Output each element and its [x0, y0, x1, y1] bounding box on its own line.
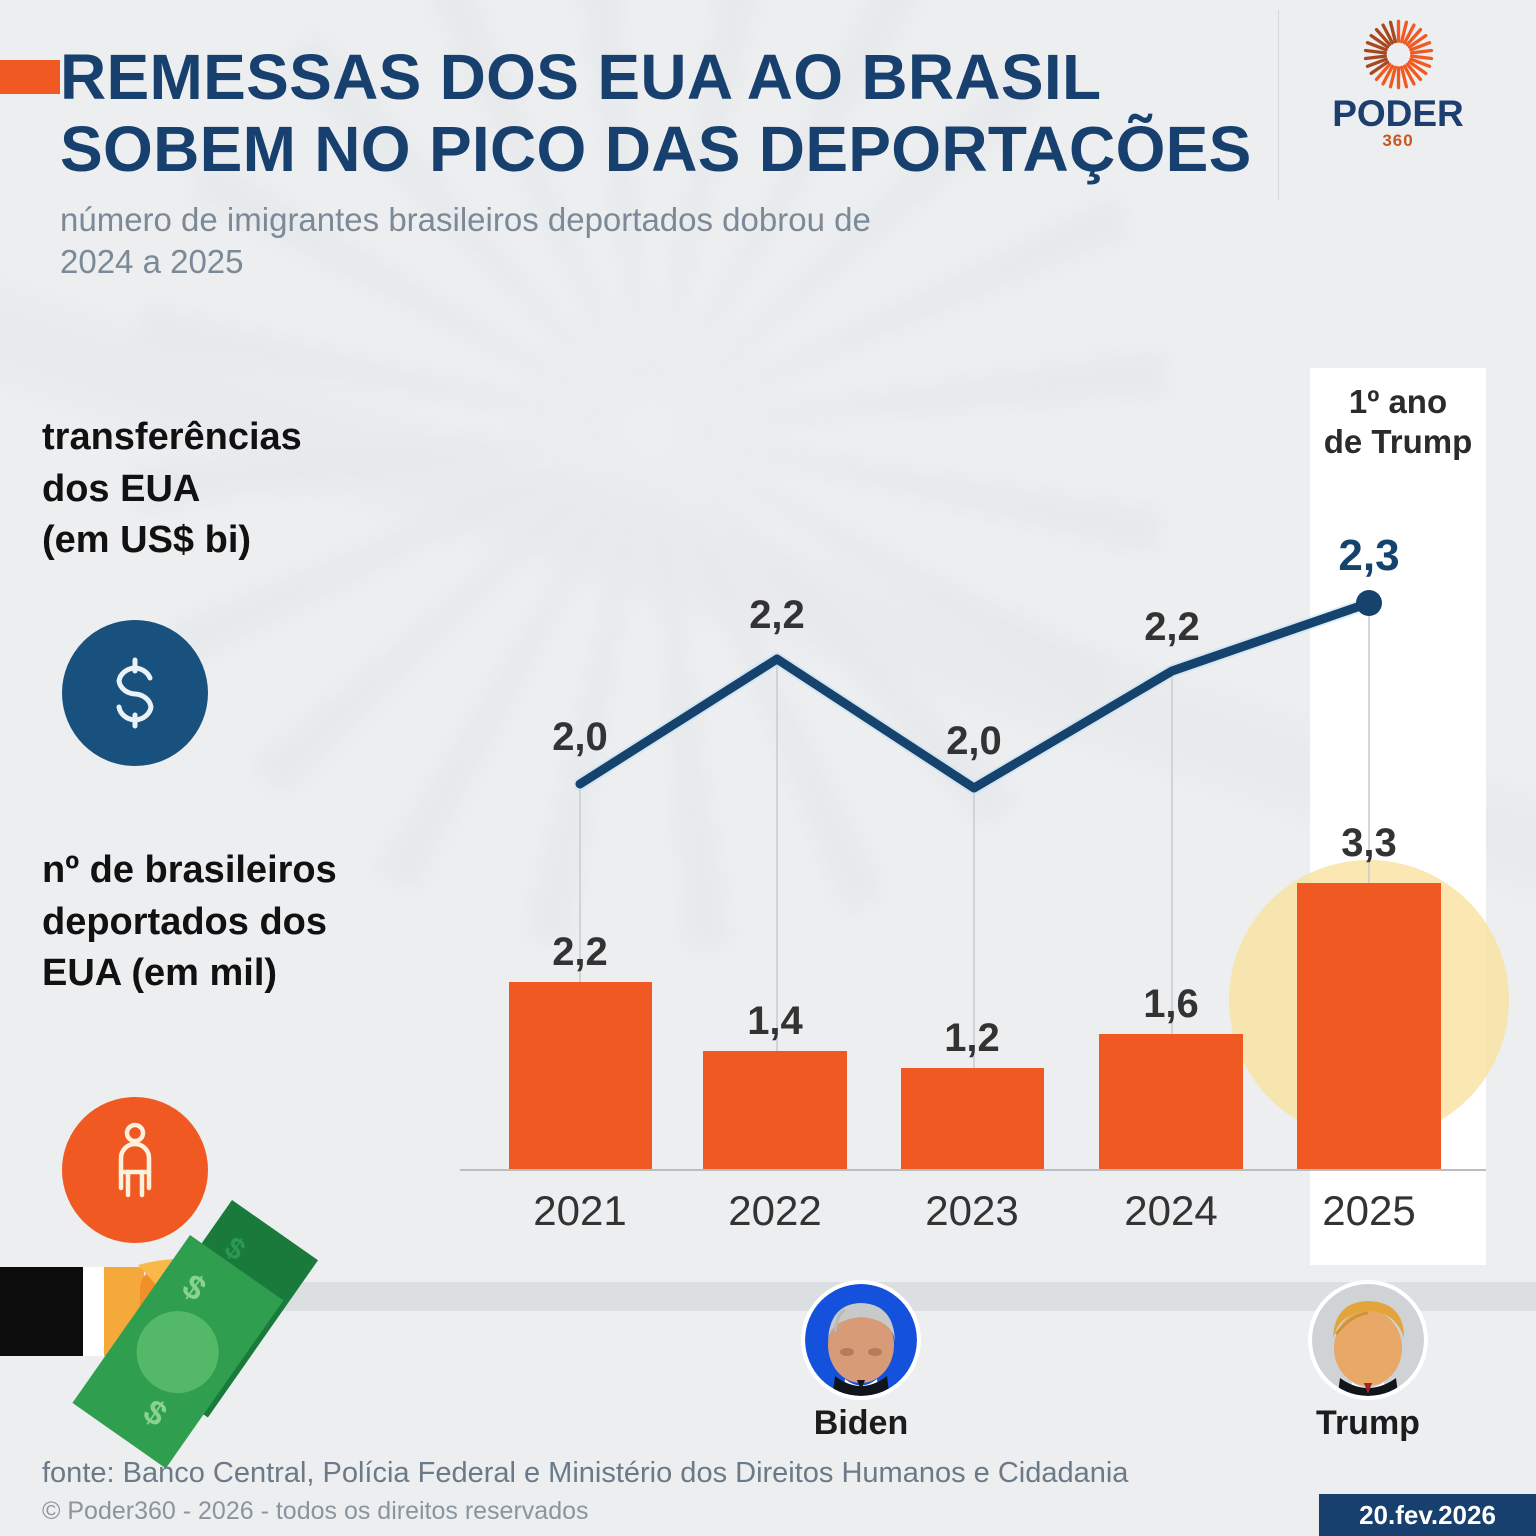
svg-text:1,6: 1,6 — [1143, 982, 1199, 1026]
svg-text:2,2: 2,2 — [552, 930, 608, 974]
svg-text:2,2: 2,2 — [749, 593, 805, 637]
svg-text:2,0: 2,0 — [946, 719, 1002, 763]
svg-text:2024: 2024 — [1124, 1187, 1217, 1234]
svg-text:2025: 2025 — [1322, 1187, 1415, 1234]
svg-text:1,4: 1,4 — [747, 999, 803, 1043]
svg-text:2021: 2021 — [533, 1187, 626, 1234]
svg-text:2022: 2022 — [728, 1187, 821, 1234]
svg-text:2,3: 2,3 — [1338, 531, 1399, 580]
svg-text:3,3: 3,3 — [1341, 821, 1397, 865]
svg-text:2023: 2023 — [925, 1187, 1018, 1234]
svg-text:2,2: 2,2 — [1144, 605, 1200, 649]
svg-text:1,2: 1,2 — [944, 1016, 1000, 1060]
svg-text:2,0: 2,0 — [552, 715, 608, 759]
